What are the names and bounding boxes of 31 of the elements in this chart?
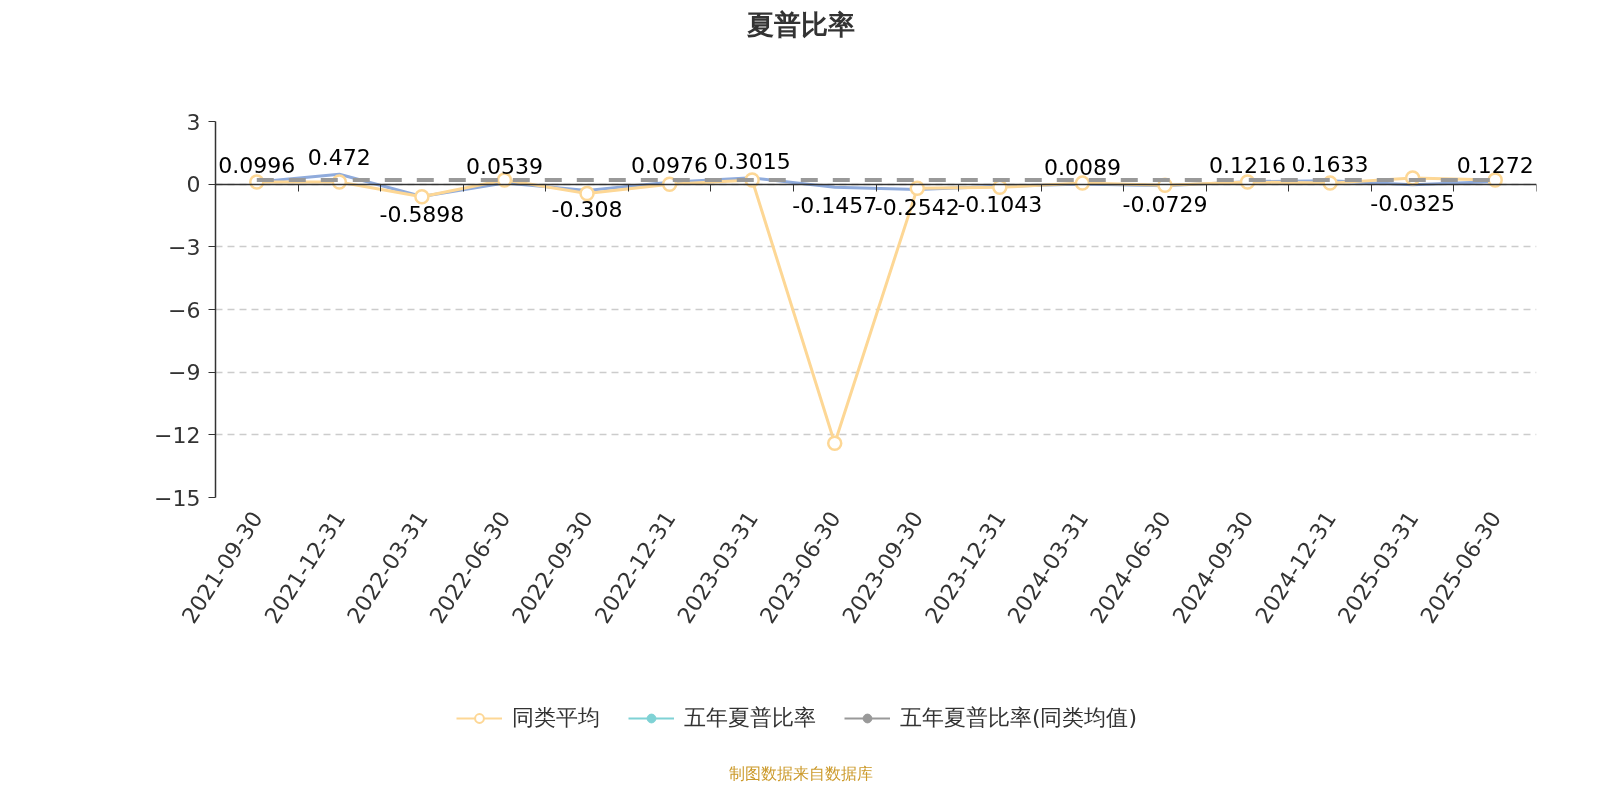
point (1074, 175, 1091, 191)
legend-label: 同类平均 (511, 704, 600, 732)
data-label: 0.1633 (1291, 151, 1369, 177)
data-label: 0.0976 (631, 153, 709, 179)
chart-title: 夏普比率 (745, 9, 855, 40)
y-tick-label: −9 (168, 360, 201, 386)
legend-label: 五年夏普比率 (683, 704, 816, 732)
y-tick-label: −12 (154, 422, 201, 448)
data-label: -0.5898 (379, 202, 465, 228)
data-label: 0.0996 (218, 153, 296, 179)
data-label: 0.472 (307, 145, 371, 171)
y-tick-label: −3 (168, 234, 201, 260)
y-tick-label: 0 (186, 172, 201, 198)
data-label: -0.1043 (957, 192, 1043, 218)
data-label: 0.3015 (713, 148, 791, 174)
data-label: 0.0089 (1043, 154, 1121, 180)
point (909, 180, 926, 197)
data-label: 0.1272 (1456, 152, 1534, 178)
data-label: -0.0729 (1122, 191, 1208, 217)
y-tick-label: −6 (168, 297, 201, 323)
data-label: -0.0325 (1370, 190, 1456, 216)
point (414, 188, 430, 205)
text: 制图数据来自数据库 (728, 764, 873, 783)
point (826, 435, 843, 451)
y-tick-label: −15 (154, 485, 201, 511)
data-label: 0.0539 (465, 154, 543, 180)
legend-label: 五年夏普比率(同类均值) (899, 704, 1138, 732)
data-label: -0.308 (551, 196, 623, 222)
data-label: 0.1216 (1209, 152, 1287, 178)
y-tick-label: 3 (186, 109, 201, 135)
point (579, 185, 595, 202)
